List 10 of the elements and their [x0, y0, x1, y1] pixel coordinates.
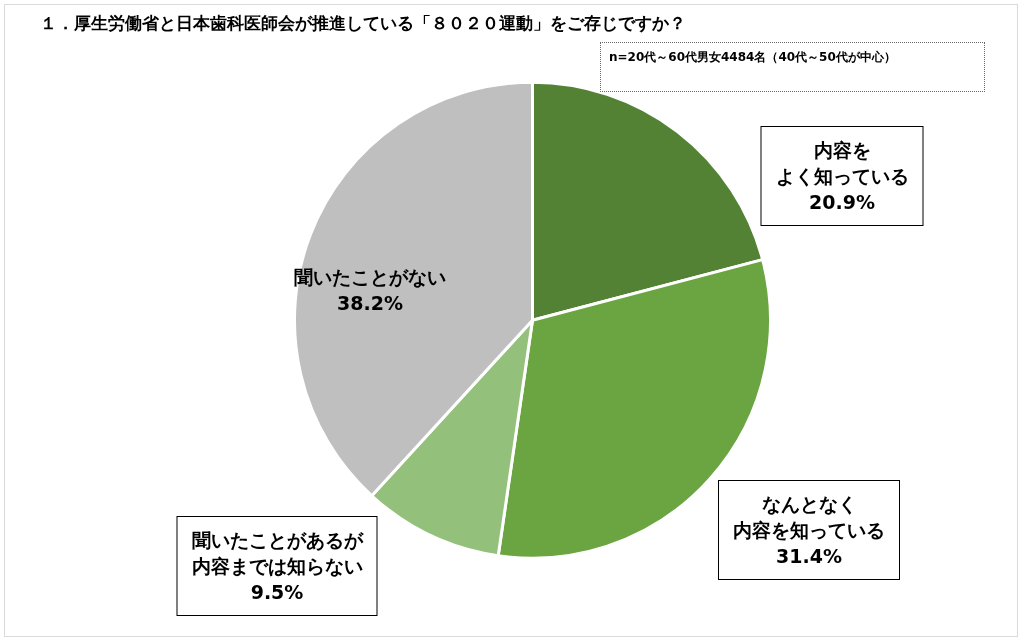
data-label: 20.9% — [809, 191, 875, 213]
chart-title: １．厚生労働省と日本歯科医師会が推進している「８０２０運動」をご存じですか？ — [40, 12, 686, 35]
data-label: 9.5% — [250, 581, 304, 603]
data-label: 38.2% — [337, 292, 403, 314]
chart-subtitle: n=20代～60代男女4484名（40代～50代が中心） — [600, 42, 985, 92]
data-label: 31.4% — [776, 545, 842, 567]
slice-label: なんとなく内容を知っている — [733, 493, 885, 541]
slice-label: 聞いたことがあるが内容までは知らない — [191, 529, 364, 577]
slice-label: 内容をよく知っている — [775, 139, 909, 187]
slice-label: 聞いたことがない — [294, 266, 446, 288]
